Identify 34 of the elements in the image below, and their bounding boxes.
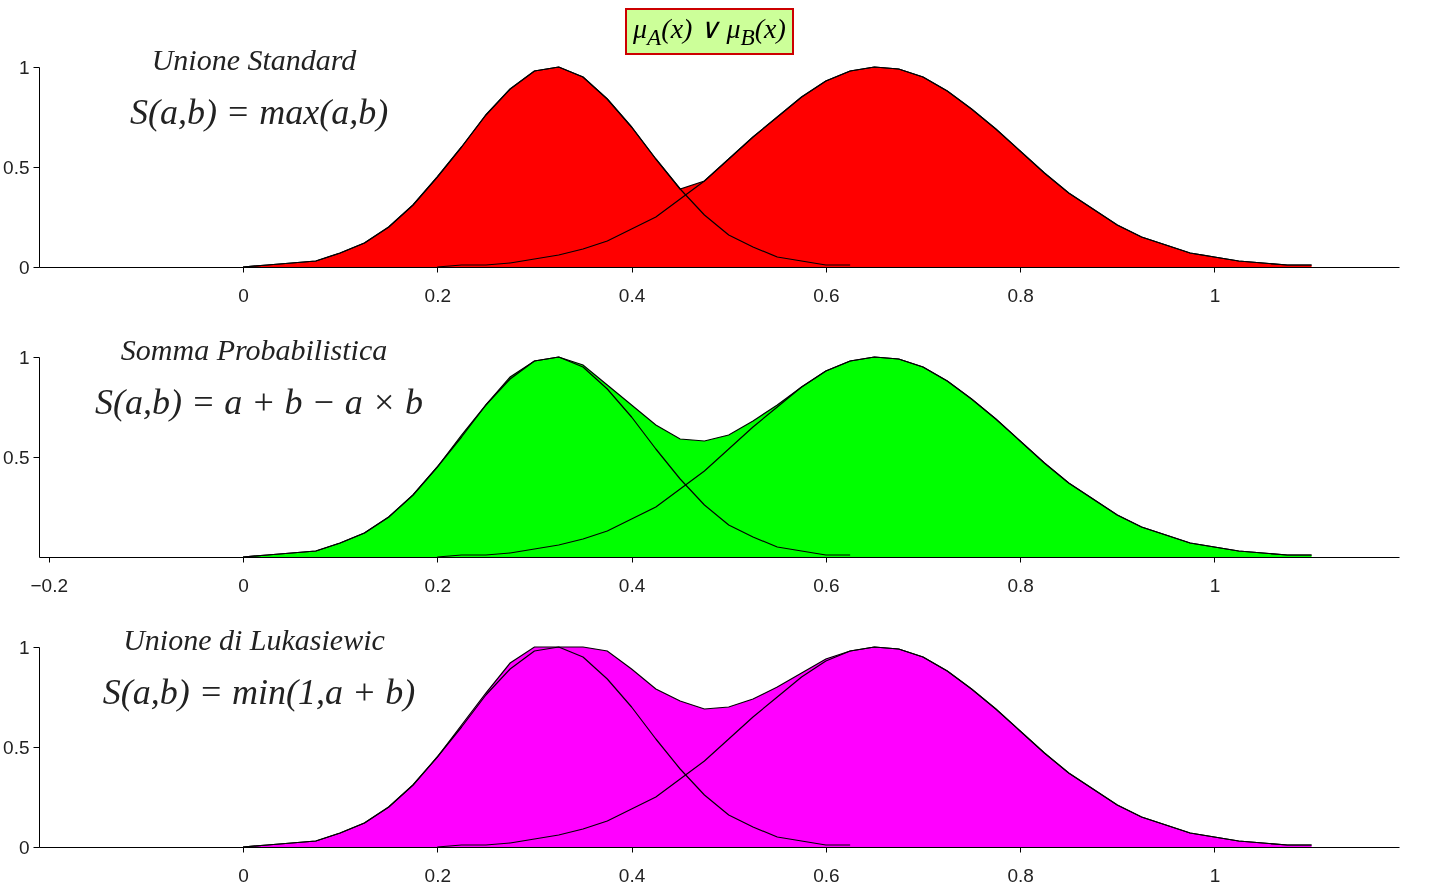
y-tick-label: 0 bbox=[18, 836, 30, 858]
x-tick-label: 0.8 bbox=[1007, 284, 1034, 306]
y-tick-label: 0.5 bbox=[3, 736, 30, 758]
x-tick-label: 0 bbox=[238, 864, 249, 886]
x-tick-label: 0.6 bbox=[813, 864, 840, 886]
x-tick-label: 0.2 bbox=[424, 574, 451, 596]
x-tick-label: 1 bbox=[1209, 574, 1221, 596]
annotation: S(a,b) = min(1,a + b) bbox=[102, 672, 416, 712]
annotation: Unione di Lukasiewic bbox=[123, 623, 385, 656]
y-tick-label: 0 bbox=[18, 256, 30, 278]
x-tick-label: 0.8 bbox=[1007, 864, 1034, 886]
annotation: Unione Standard bbox=[151, 43, 358, 76]
x-tick-label: 1 bbox=[1209, 864, 1221, 886]
x-tick-label: 0.6 bbox=[813, 284, 840, 306]
x-tick-label: 0.6 bbox=[813, 574, 840, 596]
y-tick-label: 1 bbox=[18, 636, 30, 658]
x-tick-label: 0.4 bbox=[618, 574, 646, 596]
y-tick-label: 0.5 bbox=[3, 156, 30, 178]
annotation: S(a,b) = a + b − a × b bbox=[94, 382, 424, 422]
x-tick-label: 0 bbox=[238, 284, 249, 306]
x-tick-label: 0.8 bbox=[1007, 574, 1034, 596]
x-tick-label: 0 bbox=[238, 574, 249, 596]
x-tick-label: 0.2 bbox=[424, 284, 451, 306]
x-tick-label: −0.2 bbox=[30, 574, 68, 596]
y-tick-label: 1 bbox=[18, 56, 30, 78]
x-tick-label: 0.2 bbox=[424, 864, 451, 886]
y-tick-label: 1 bbox=[18, 346, 30, 368]
x-tick-label: 0.4 bbox=[618, 864, 646, 886]
x-tick-label: 0.4 bbox=[618, 284, 646, 306]
annotation: Somma Probabilistica bbox=[120, 333, 388, 366]
x-tick-label: 1 bbox=[1209, 284, 1221, 306]
chart-title: μ$_{A}$(x) ∨ μ$_{B}$(x) bbox=[625, 8, 794, 55]
y-tick-label: 0.5 bbox=[3, 446, 30, 468]
annotation: S(a,b) = max(a,b) bbox=[129, 92, 389, 132]
